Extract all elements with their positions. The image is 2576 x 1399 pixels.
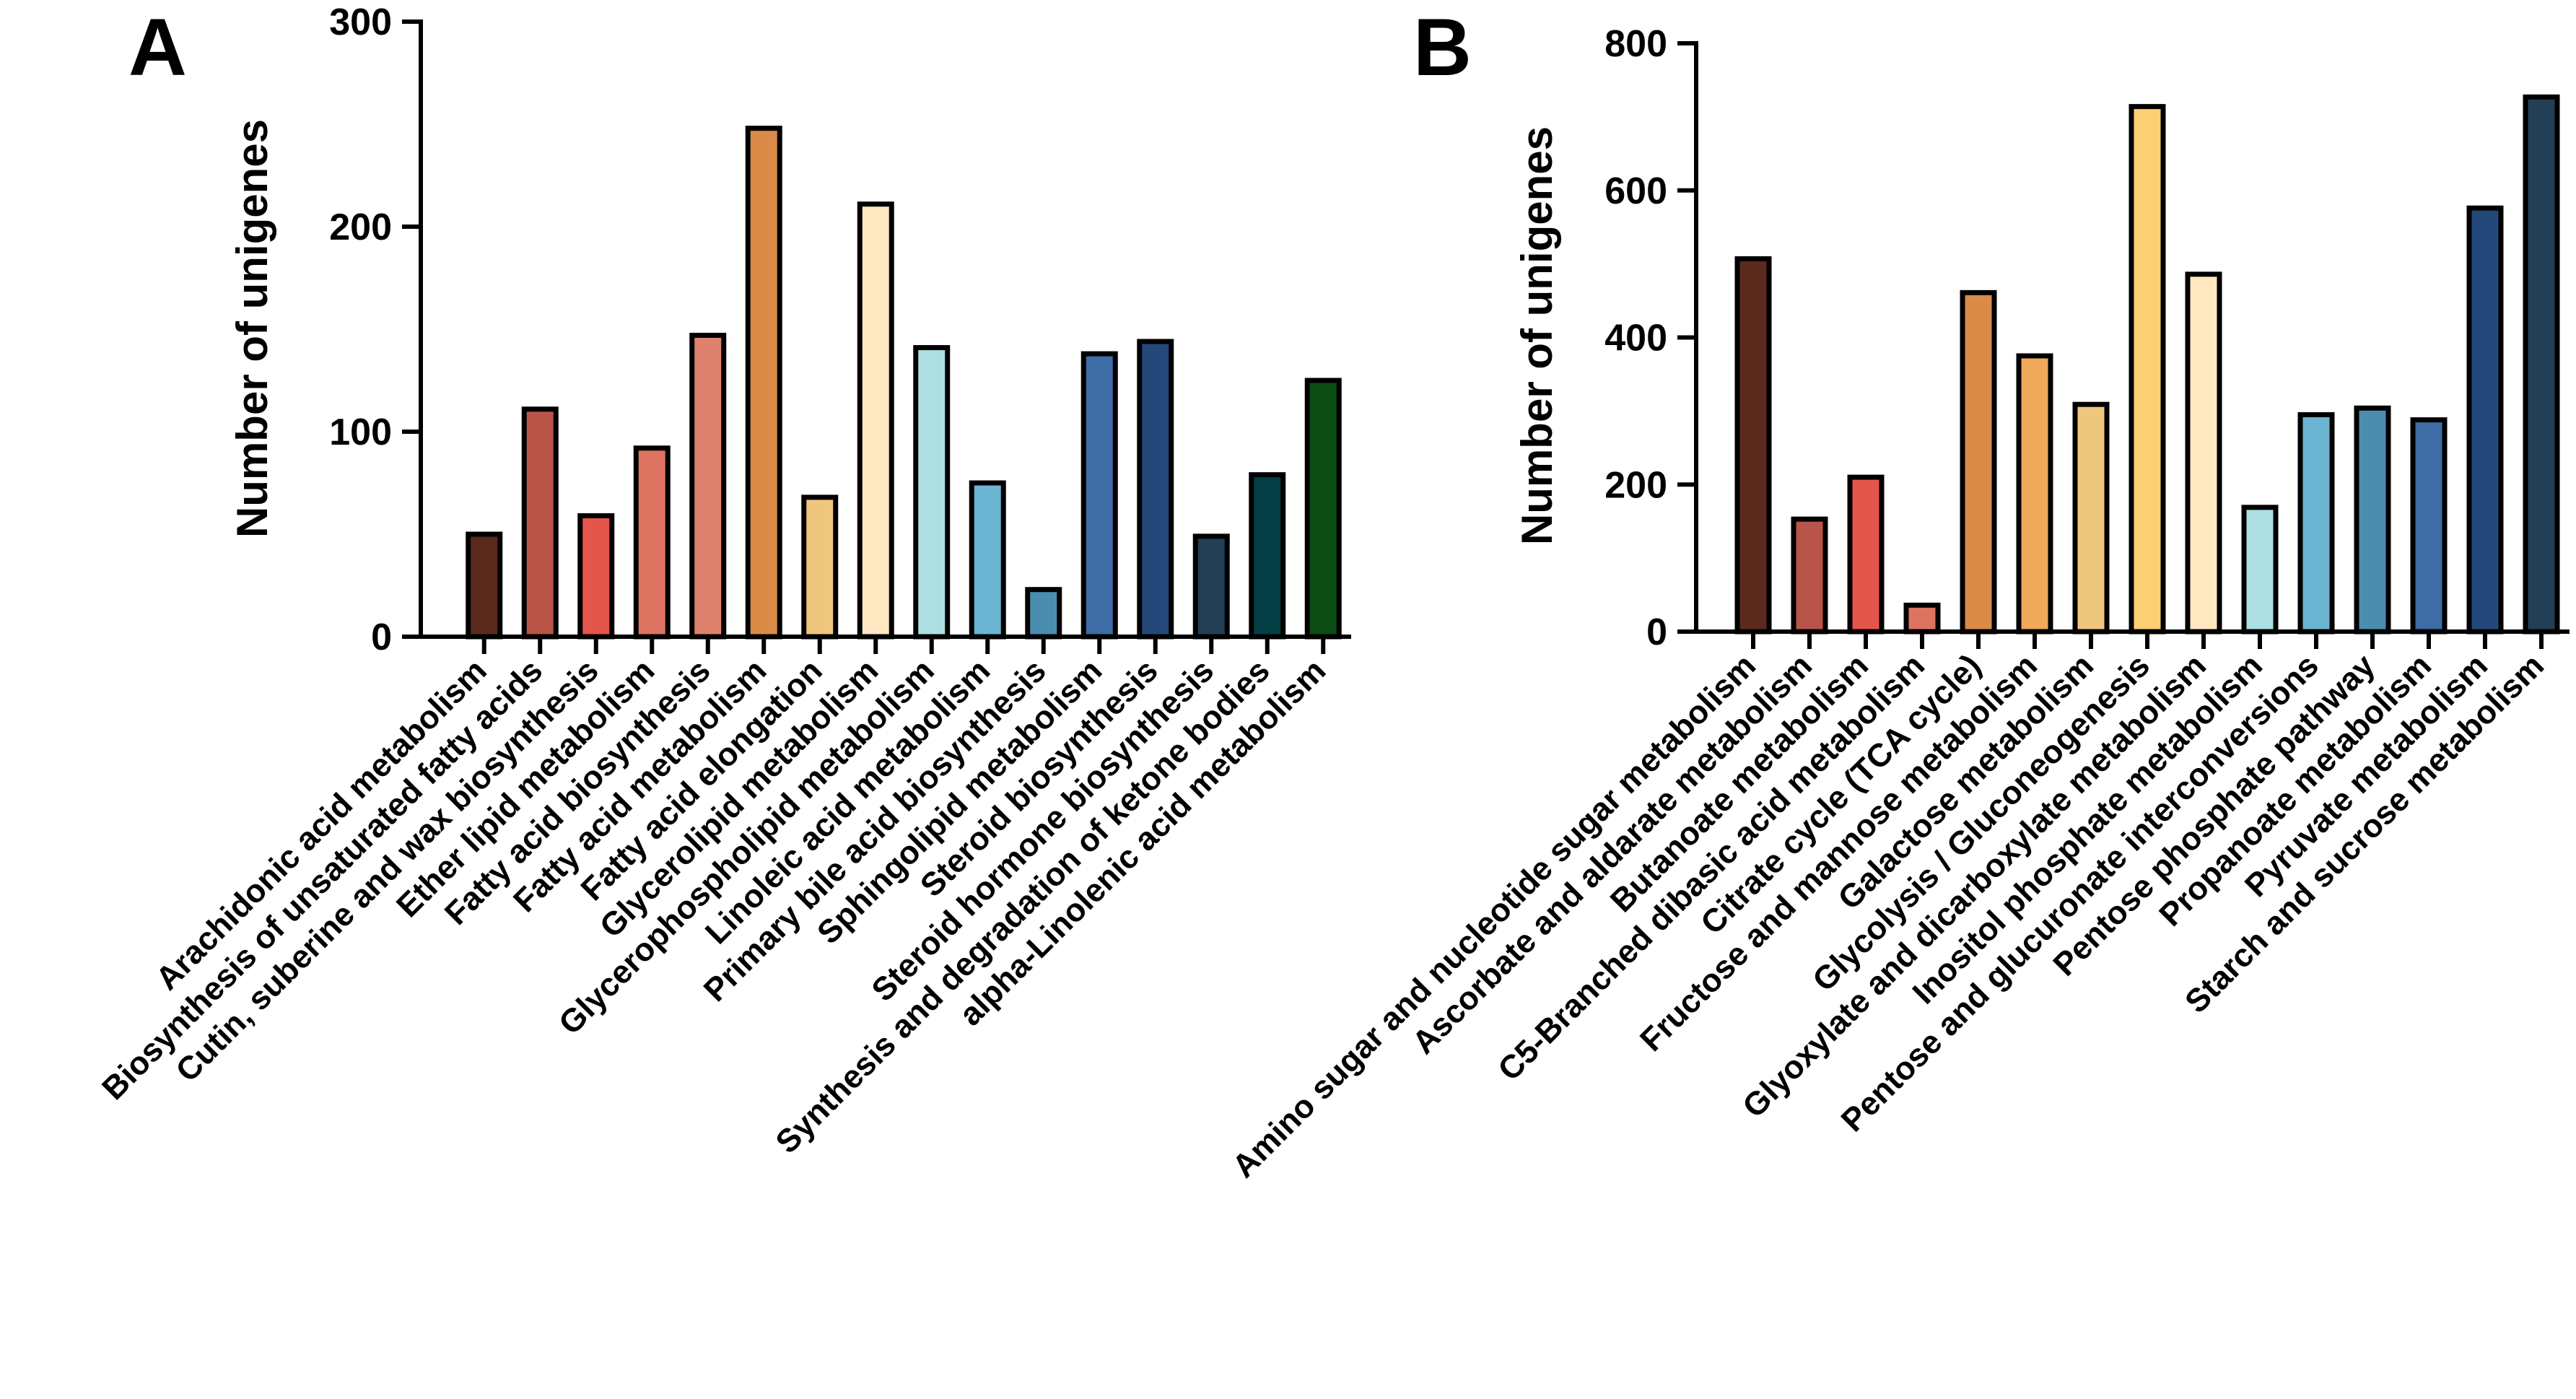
y-axis-label: Number of unigenes: [1513, 126, 1561, 545]
bar: [1304, 378, 1342, 640]
bar: [689, 333, 727, 640]
panel-letter-a: A: [128, 2, 187, 92]
bar: [2129, 104, 2166, 635]
bar: [2016, 353, 2053, 635]
y-axis-label: Number of unigenes: [228, 119, 276, 538]
bar: [745, 126, 782, 640]
bar: [2523, 94, 2560, 635]
bar: [2410, 417, 2448, 635]
y-tick-label: 800: [1604, 23, 1667, 65]
bar: [2354, 405, 2391, 635]
bar: [1080, 351, 1118, 640]
bar: [969, 480, 1006, 640]
bar: [2466, 205, 2504, 635]
bar: [1137, 339, 1174, 640]
bar: [1025, 587, 1062, 640]
bar: [2241, 505, 2279, 635]
y-tick-label: 100: [329, 411, 392, 453]
bar: [2072, 401, 2110, 635]
bar: [2185, 271, 2222, 635]
bar: [521, 406, 559, 640]
bar: [1192, 533, 1230, 640]
bar: [633, 445, 671, 640]
bar: [857, 201, 894, 640]
y-tick-label: 200: [329, 206, 392, 248]
bar: [577, 513, 615, 640]
y-tick-label: 400: [1604, 318, 1667, 359]
bar: [1791, 516, 1828, 635]
y-tick-label: 200: [1604, 464, 1667, 506]
bar: [801, 494, 839, 640]
bar: [1249, 472, 1286, 640]
bar: [1734, 256, 1772, 635]
bar: [913, 345, 951, 640]
y-tick-label: 0: [1646, 611, 1667, 653]
bar: [2297, 411, 2335, 635]
bar: [1960, 289, 1997, 635]
y-tick-label: 0: [371, 616, 392, 658]
bar: [466, 531, 503, 640]
bar: [1847, 474, 1885, 635]
panel-letter-b: B: [1413, 2, 1472, 92]
bar: [1903, 602, 1941, 635]
y-tick-label: 600: [1604, 170, 1667, 212]
y-tick-label: 300: [329, 1, 392, 43]
